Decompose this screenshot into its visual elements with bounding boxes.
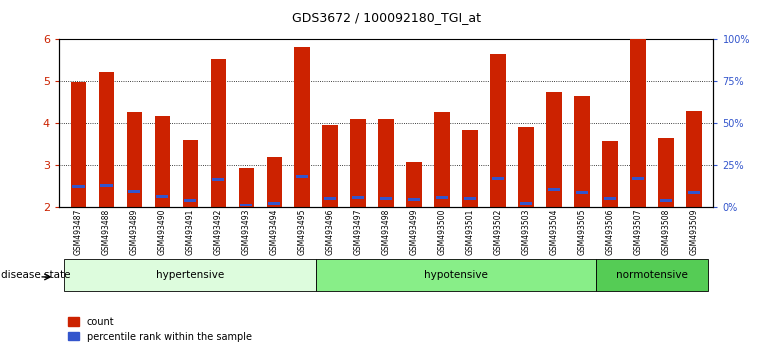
Bar [436, 196, 448, 199]
Bar [128, 190, 140, 193]
Bar [380, 197, 392, 200]
Bar [156, 195, 169, 198]
Bar [72, 184, 85, 188]
Bar [490, 54, 506, 207]
Bar [127, 112, 142, 207]
FancyBboxPatch shape [64, 259, 316, 291]
Bar [546, 92, 561, 207]
Bar [154, 116, 170, 207]
Bar [406, 162, 422, 207]
Bar [350, 119, 366, 207]
Text: normotensive: normotensive [616, 270, 688, 280]
Bar [183, 140, 198, 207]
Bar [463, 130, 477, 207]
Bar [322, 125, 338, 207]
Bar [408, 198, 420, 201]
Bar [296, 175, 308, 178]
Bar [352, 196, 365, 199]
Bar [604, 197, 616, 200]
Bar [574, 96, 590, 207]
FancyBboxPatch shape [596, 259, 708, 291]
Bar [520, 202, 532, 205]
Bar [548, 188, 560, 191]
Bar [518, 127, 534, 207]
Bar [602, 141, 618, 207]
Text: hypertensive: hypertensive [156, 270, 224, 280]
Bar [630, 39, 645, 207]
Text: disease state: disease state [1, 270, 71, 280]
Bar [464, 197, 476, 200]
Bar [324, 197, 336, 200]
Bar [240, 204, 252, 206]
Bar [379, 119, 394, 207]
FancyBboxPatch shape [316, 259, 596, 291]
Bar [268, 202, 281, 205]
Bar [632, 177, 644, 180]
Bar [434, 112, 450, 207]
Bar [575, 191, 588, 194]
Bar [659, 199, 672, 202]
Bar [184, 199, 197, 202]
Bar [688, 191, 700, 194]
Bar [211, 59, 226, 207]
Bar [492, 177, 504, 180]
Text: GDS3672 / 100092180_TGI_at: GDS3672 / 100092180_TGI_at [292, 11, 481, 24]
Text: hypotensive: hypotensive [424, 270, 488, 280]
Bar [267, 158, 282, 207]
Bar [659, 138, 673, 207]
Bar [238, 168, 254, 207]
Bar [686, 111, 702, 207]
Bar [71, 82, 86, 207]
Bar [100, 184, 113, 187]
Bar [99, 72, 114, 207]
Bar [295, 47, 310, 207]
Legend: count, percentile rank within the sample: count, percentile rank within the sample [64, 313, 256, 346]
Bar [212, 178, 224, 181]
